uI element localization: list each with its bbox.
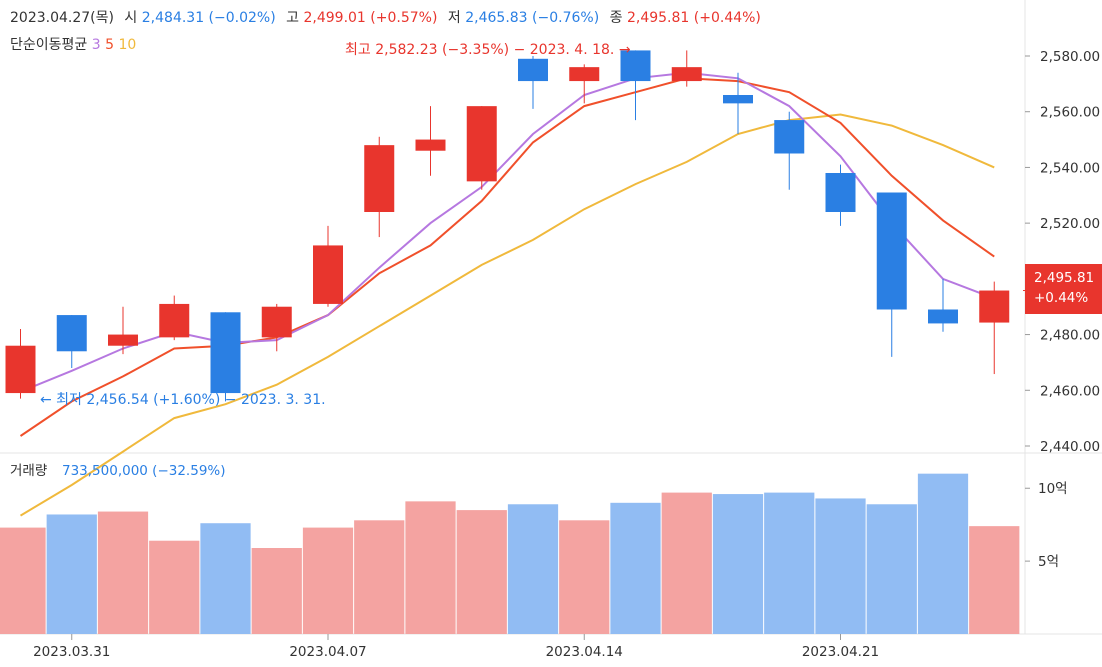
candle-body	[159, 303, 190, 338]
date-tick-label: 2023.03.31	[33, 644, 110, 660]
ohlc-header: 2023.04.27(목) 시 2,484.31 (−0.02%) 고 2,49…	[10, 7, 761, 27]
header-date: 2023.04.27(목)	[10, 10, 114, 26]
candle-body	[825, 173, 856, 212]
volume-bar	[969, 526, 1020, 634]
candle-body	[108, 334, 138, 346]
close-label: 종	[609, 10, 623, 26]
last-price: 2,495.81	[1034, 270, 1095, 286]
candle-body	[5, 345, 36, 394]
volume-bar	[354, 520, 405, 634]
volume-bar	[200, 523, 251, 634]
low-annotation: ← 최저 2,456.54 (+1.60%) − 2023. 3. 31.	[40, 392, 326, 408]
volume-bar	[661, 492, 712, 634]
candle-body	[415, 139, 446, 151]
candle-body	[466, 106, 497, 182]
volume-bar	[712, 494, 764, 634]
candle-body	[210, 312, 241, 394]
date-tick-label: 2023.04.14	[546, 644, 623, 660]
volume-bar	[507, 504, 559, 634]
high-label: 고	[286, 10, 300, 26]
ma5-legend[interactable]: 5	[105, 37, 115, 53]
price-tick-label: 2,540.00	[1040, 160, 1100, 176]
candle-body	[313, 245, 343, 304]
candle-body	[261, 306, 292, 338]
candle-body	[569, 67, 600, 82]
high-value: 2,499.01 (+0.57%)	[303, 10, 438, 26]
candle-body	[620, 50, 651, 82]
volume-bar	[149, 540, 200, 634]
price-tick-label: 2,580.00	[1040, 49, 1100, 65]
candle-body	[671, 67, 702, 82]
ma3-legend[interactable]: 3	[91, 37, 101, 53]
volume-value: 733,500,000 (−32.59%)	[62, 463, 226, 479]
low-label: 저	[447, 10, 461, 26]
candle-body	[364, 145, 395, 212]
volume-bar	[764, 492, 815, 634]
last-change: +0.44%	[1034, 290, 1089, 306]
candle-body	[723, 95, 753, 104]
close-value: 2,495.81 (+0.44%)	[626, 10, 761, 26]
volume-bar	[866, 504, 917, 634]
candle-body	[979, 290, 1010, 323]
last-price-badge: 2,495.81 +0.44%	[1025, 264, 1102, 314]
ma10-legend[interactable]: 10	[118, 37, 137, 53]
volume-bar	[917, 473, 969, 634]
volume-bar	[251, 548, 302, 634]
candle-body	[56, 315, 87, 352]
ma3-line	[20, 71, 995, 393]
volume-bar	[559, 520, 610, 634]
volume-bar	[610, 502, 661, 634]
price-tick-label: 2,440.00	[1040, 439, 1100, 455]
volume-tick-label: 5억	[1038, 554, 1059, 570]
date-tick-label: 2023.04.07	[289, 644, 366, 660]
low-value: 2,465.83 (−0.76%)	[465, 10, 600, 26]
volume-label: 거래량	[10, 463, 47, 479]
volume-bar	[405, 501, 456, 634]
volume-bar	[97, 511, 149, 634]
volume-bar	[0, 527, 46, 634]
date-tick-label: 2023.04.21	[802, 644, 879, 660]
candle-body	[928, 309, 958, 324]
candle-body	[774, 120, 805, 154]
price-tick-label: 2,560.00	[1040, 105, 1100, 121]
price-tick-label: 2,480.00	[1040, 328, 1100, 344]
ma-legend-label: 단순이동평균	[10, 37, 88, 53]
open-label: 시	[124, 10, 138, 26]
volume-bar	[815, 498, 866, 634]
volume-bar	[302, 527, 354, 634]
volume-bar	[456, 510, 507, 634]
volume-tick-label: 10억	[1038, 481, 1068, 497]
price-tick-label: 2,460.00	[1040, 383, 1100, 399]
volume-bar	[46, 514, 97, 634]
candle-body	[518, 58, 548, 82]
ma10-line	[19, 113, 995, 517]
high-annotation: 최고 2,582.23 (−3.35%) − 2023. 4. 18. →	[345, 42, 631, 58]
ma-legend: 단순이동평균 3 5 10	[10, 34, 136, 54]
open-value: 2,484.31 (−0.02%)	[141, 10, 276, 26]
candle-body	[876, 192, 907, 310]
price-tick-label: 2,520.00	[1040, 216, 1100, 232]
ma5-line	[19, 77, 995, 437]
